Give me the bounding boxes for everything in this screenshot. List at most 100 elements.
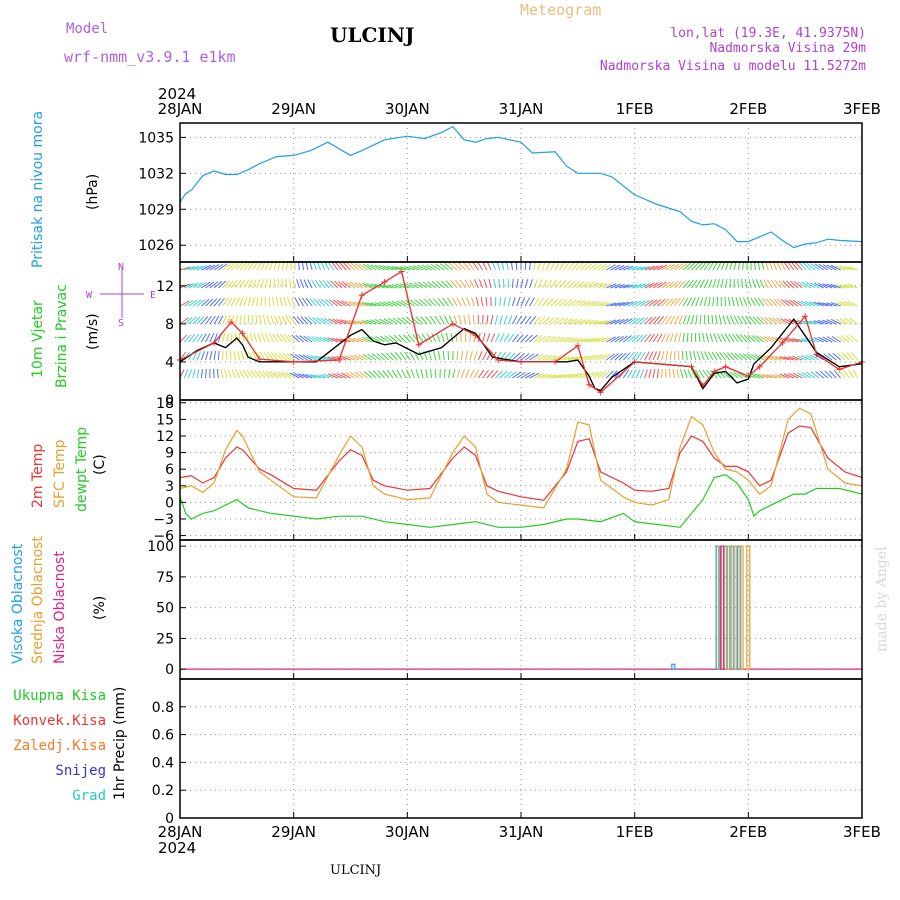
- wind-barb: [584, 354, 595, 361]
- wind-barb: [378, 284, 390, 289]
- wind-barb: [488, 279, 492, 289]
- wind-barb: [376, 353, 385, 361]
- wind-barb: [205, 281, 215, 289]
- wind-barb: [404, 351, 411, 361]
- wind-barb: [843, 284, 854, 289]
- wind-barb: [559, 298, 568, 307]
- wind-barb: [437, 298, 445, 307]
- wind-barb: [350, 262, 360, 271]
- wind-barb: [640, 266, 651, 271]
- wind-barb: [601, 319, 613, 325]
- wind-barb: [323, 356, 334, 361]
- wind-barb: [243, 279, 250, 289]
- wind-barb: [512, 371, 522, 379]
- wind-barb: [316, 261, 322, 271]
- wind-barb: [639, 334, 648, 343]
- wind-barb: [418, 351, 424, 361]
- compass-w: W: [86, 290, 93, 301]
- wind-barb: [320, 261, 326, 271]
- wind-barb: [254, 370, 262, 379]
- wind-barb: [443, 368, 446, 379]
- wind-barb: [554, 261, 561, 271]
- wind-barb: [819, 370, 829, 379]
- wind-barb: [387, 265, 398, 271]
- wind-barb: [188, 334, 196, 343]
- wind-barb: [726, 315, 731, 325]
- wind-barb: [689, 350, 692, 361]
- wind-barb: [622, 352, 631, 361]
- y-tick-label: 0: [165, 393, 174, 409]
- wind-barb: [448, 368, 451, 379]
- wind-barb: [507, 371, 517, 379]
- wind-barb: [563, 373, 574, 379]
- wind-barb: [275, 296, 279, 307]
- wind-barb: [464, 279, 471, 289]
- wind-barb: [840, 335, 850, 343]
- wind-barb: [550, 317, 560, 325]
- wind-barb: [648, 351, 654, 361]
- wind-barb: [179, 317, 189, 325]
- wind-barb: [456, 350, 459, 361]
- wind-barb: [321, 298, 330, 307]
- wind-barb: [458, 315, 462, 325]
- wind-barb: [382, 369, 390, 379]
- wind-barb: [413, 282, 424, 289]
- wind-barb: [442, 350, 445, 361]
- wind-barb: [673, 333, 678, 343]
- wind-barb: [218, 280, 227, 289]
- wind-barb: [387, 301, 398, 307]
- wind-barb: [429, 315, 437, 325]
- wind-barb: [482, 351, 488, 361]
- wind-barb: [192, 265, 203, 271]
- wind-barb: [735, 297, 739, 307]
- wind-barb: [450, 332, 454, 343]
- wind-barb: [367, 353, 377, 361]
- wind-barb: [404, 265, 415, 271]
- wind-barb: [239, 369, 245, 379]
- wind-barb: [507, 297, 511, 307]
- wind-barb: [477, 332, 481, 343]
- x-tick-label-top: 31JAN: [499, 100, 544, 118]
- wind-barb: [451, 297, 458, 307]
- wind-barb: [256, 261, 263, 271]
- wind-barb: [762, 374, 773, 379]
- wind-barb: [298, 297, 305, 307]
- wind-barb: [712, 279, 717, 289]
- wind-barb: [213, 263, 224, 271]
- wind-barb: [833, 370, 842, 379]
- wind-barb: [814, 354, 824, 361]
- wind-barb: [554, 336, 565, 343]
- wind-barb: [584, 281, 595, 289]
- wind-barb: [404, 282, 415, 289]
- wind-barb: [229, 350, 232, 361]
- wind-barb: [588, 282, 599, 289]
- wind-barb: [529, 297, 535, 307]
- wind-barb: [614, 301, 625, 307]
- wind-barb: [402, 334, 411, 343]
- y-tick-label: 1029: [138, 202, 174, 218]
- wind-barb: [601, 353, 612, 361]
- wind-barb: [674, 297, 681, 307]
- wind-barb: [593, 282, 604, 289]
- wind-barb: [258, 370, 266, 379]
- wind-barb: [269, 278, 272, 289]
- wind-barb: [263, 351, 270, 361]
- wind-barb: [648, 265, 659, 271]
- x-tick-label-bottom: 29JAN: [271, 823, 316, 841]
- wind-barb: [678, 315, 683, 325]
- wind-barb: [541, 298, 549, 307]
- wind-barb: [610, 264, 621, 271]
- wind-barb: [324, 261, 330, 271]
- wind-barb: [455, 279, 462, 289]
- wind-barb: [657, 264, 668, 271]
- y-tick-label: 50: [156, 601, 174, 617]
- wind-barb: [635, 317, 645, 325]
- wind-barb: [760, 316, 769, 325]
- wind-barb: [233, 350, 236, 361]
- wind-barb: [554, 317, 565, 325]
- wind-barb: [335, 261, 343, 271]
- model-elevation-text: Nadmorska Visina u modelu 11.5272m: [600, 59, 866, 74]
- wind-barb: [618, 318, 629, 325]
- wind-barb: [243, 262, 251, 271]
